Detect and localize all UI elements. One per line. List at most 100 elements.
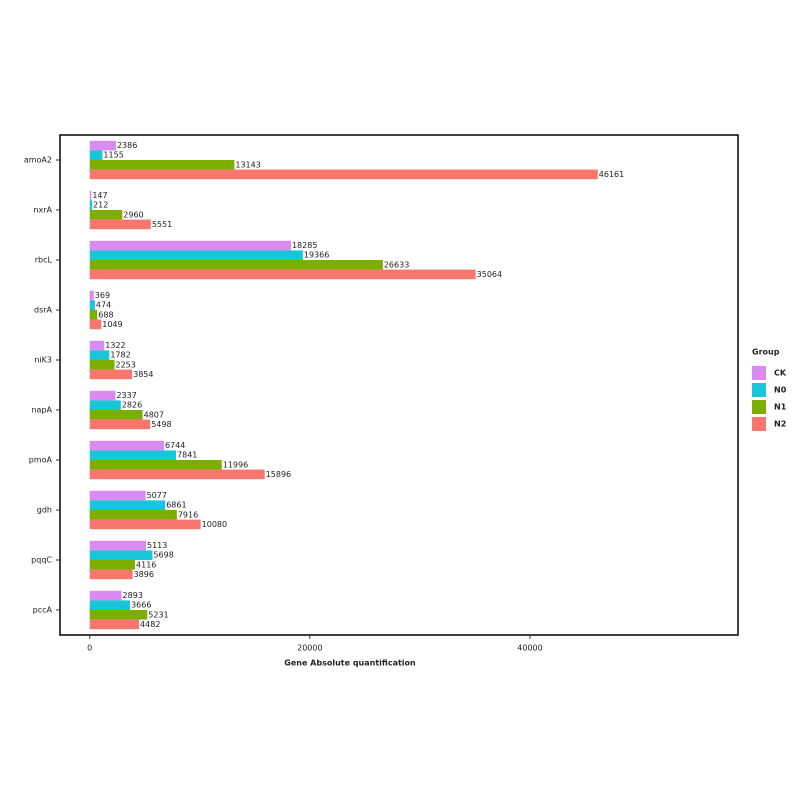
value-label: 2253 — [116, 360, 136, 369]
value-label: 2386 — [117, 141, 137, 150]
value-label: 18285 — [292, 241, 317, 250]
bar — [89, 610, 148, 620]
bar — [89, 210, 123, 220]
value-label: 1322 — [105, 341, 125, 350]
bar — [89, 250, 303, 260]
value-label: 5551 — [152, 220, 172, 229]
x-tick-label: 0 — [87, 644, 92, 653]
y-tick-label: pccA — [33, 606, 53, 615]
value-label: 5698 — [153, 551, 173, 560]
bar — [89, 490, 146, 501]
bar — [89, 569, 133, 580]
bar — [89, 460, 222, 470]
plot-frame — [59, 134, 739, 636]
value-label: 7841 — [177, 451, 197, 460]
bar — [89, 440, 164, 451]
legend-swatch — [752, 366, 766, 380]
y-tick-label: dsrA — [34, 306, 53, 315]
value-label: 1049 — [102, 320, 122, 329]
y-tick-label: niK3 — [34, 356, 52, 365]
value-label: 15896 — [266, 470, 291, 479]
value-label: 4807 — [144, 410, 164, 419]
bar — [89, 200, 93, 210]
bar — [89, 540, 146, 551]
x-tick-label: 20000 — [297, 644, 322, 653]
y-tick-label: nxrA — [33, 206, 52, 215]
value-label: 5077 — [147, 491, 167, 500]
value-label: 2893 — [123, 591, 143, 600]
value-label: 2960 — [123, 210, 143, 219]
legend-label: N0 — [774, 386, 787, 395]
value-label: 5498 — [151, 420, 171, 429]
value-label: 7916 — [178, 510, 198, 519]
value-label: 6861 — [166, 501, 186, 510]
y-tick-label: amoA2 — [24, 156, 52, 165]
bar — [89, 469, 265, 480]
value-label: 147 — [92, 191, 107, 200]
x-tick-label: 40000 — [517, 644, 542, 653]
value-label: 688 — [98, 310, 113, 319]
y-tick-label: napA — [31, 406, 52, 415]
bar — [89, 190, 92, 201]
bar — [89, 410, 143, 420]
bar — [89, 560, 136, 570]
bar — [89, 590, 122, 601]
y-tick-label: pqqC — [31, 556, 52, 565]
value-label: 2826 — [122, 401, 142, 410]
legend-swatch — [752, 417, 766, 431]
value-label: 5231 — [148, 610, 168, 619]
legend-swatch — [752, 383, 766, 397]
bar — [89, 260, 383, 270]
legend-label: CK — [774, 369, 787, 378]
bar — [89, 519, 201, 530]
bar — [89, 400, 121, 410]
bar — [89, 360, 115, 370]
value-label: 19366 — [304, 251, 329, 260]
value-label: 10080 — [202, 520, 227, 529]
value-label: 1155 — [103, 151, 123, 160]
value-label: 3854 — [133, 370, 153, 379]
bar — [89, 140, 116, 151]
legend-label: N1 — [774, 403, 787, 412]
value-label: 11996 — [223, 460, 248, 469]
x-axis-title: Gene Absolute quantification — [284, 659, 416, 668]
value-label: 4482 — [140, 620, 160, 629]
y-tick-label: rbcL — [35, 256, 53, 265]
value-label: 1782 — [110, 351, 130, 360]
value-label: 5113 — [147, 541, 167, 550]
bar — [89, 340, 105, 351]
bar — [89, 619, 140, 630]
value-label: 35064 — [477, 270, 502, 279]
y-tick-label: pmoA — [29, 456, 53, 465]
value-label: 13143 — [235, 160, 260, 169]
bar — [89, 240, 291, 251]
value-label: 474 — [96, 301, 111, 310]
value-label: 3666 — [131, 601, 151, 610]
bar — [89, 219, 151, 230]
bar — [89, 500, 166, 510]
value-label: 46161 — [599, 170, 624, 179]
bar — [89, 390, 116, 401]
value-label: 4116 — [136, 560, 156, 569]
bar — [89, 550, 153, 560]
bar — [89, 510, 177, 520]
bar — [89, 369, 133, 380]
legend-label: N2 — [774, 420, 786, 429]
bar — [89, 169, 598, 180]
bar — [89, 319, 102, 330]
bar — [89, 310, 98, 320]
legend-swatch — [752, 400, 766, 414]
bar — [89, 450, 177, 460]
bar — [89, 350, 110, 360]
y-tick-label: gdh — [37, 506, 52, 515]
bar — [89, 269, 476, 280]
bar — [89, 290, 94, 301]
bar — [89, 150, 103, 160]
value-label: 2337 — [116, 391, 136, 400]
bar — [89, 300, 95, 310]
bar — [89, 160, 235, 170]
value-label: 369 — [95, 291, 110, 300]
value-label: 3896 — [134, 570, 154, 579]
value-label: 212 — [93, 201, 108, 210]
